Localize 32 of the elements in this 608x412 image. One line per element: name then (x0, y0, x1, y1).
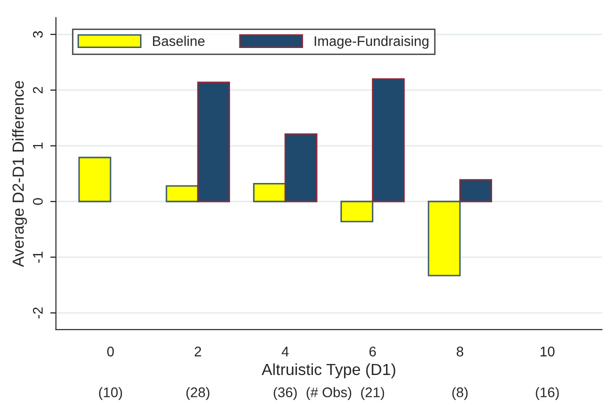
bar (428, 200, 461, 276)
bar (166, 185, 199, 202)
text: (# Obs) (306, 387, 352, 400)
y-tick-label: -2 (32, 307, 43, 318)
y-tick-label: -1 (33, 252, 43, 263)
text: (16) (536, 387, 559, 400)
x-axis-title: Altruistic Type (D1) (262, 363, 396, 378)
text: (10) (99, 387, 122, 400)
text: (21) (361, 387, 384, 400)
y-tick-label: 2 (32, 86, 43, 94)
x-tick-label: 6 (369, 346, 376, 356)
bar (372, 78, 405, 202)
bar (459, 179, 492, 202)
text: (8) (452, 387, 468, 400)
bar (197, 82, 230, 202)
bar (253, 182, 286, 202)
y-tick-label: 0 (32, 198, 43, 205)
legend-label: Baseline (153, 36, 205, 46)
x-tick-label: 0 (107, 346, 114, 356)
x-tick-label: 10 (540, 346, 555, 356)
bar (340, 200, 374, 222)
x-tick-label: 4 (282, 346, 289, 356)
text: (28) (186, 387, 210, 400)
y-tick-label: 3 (32, 31, 43, 38)
y-axis-title: Average D2-D1 Difference (12, 80, 28, 267)
text: (36) (274, 387, 297, 400)
legend-label: Image-Fundraising (314, 36, 428, 49)
bar (284, 133, 318, 202)
x-tick-label: 8 (456, 346, 464, 356)
x-tick-label: 2 (194, 346, 202, 356)
bar (78, 156, 112, 202)
y-tick-label: 1 (33, 142, 43, 149)
